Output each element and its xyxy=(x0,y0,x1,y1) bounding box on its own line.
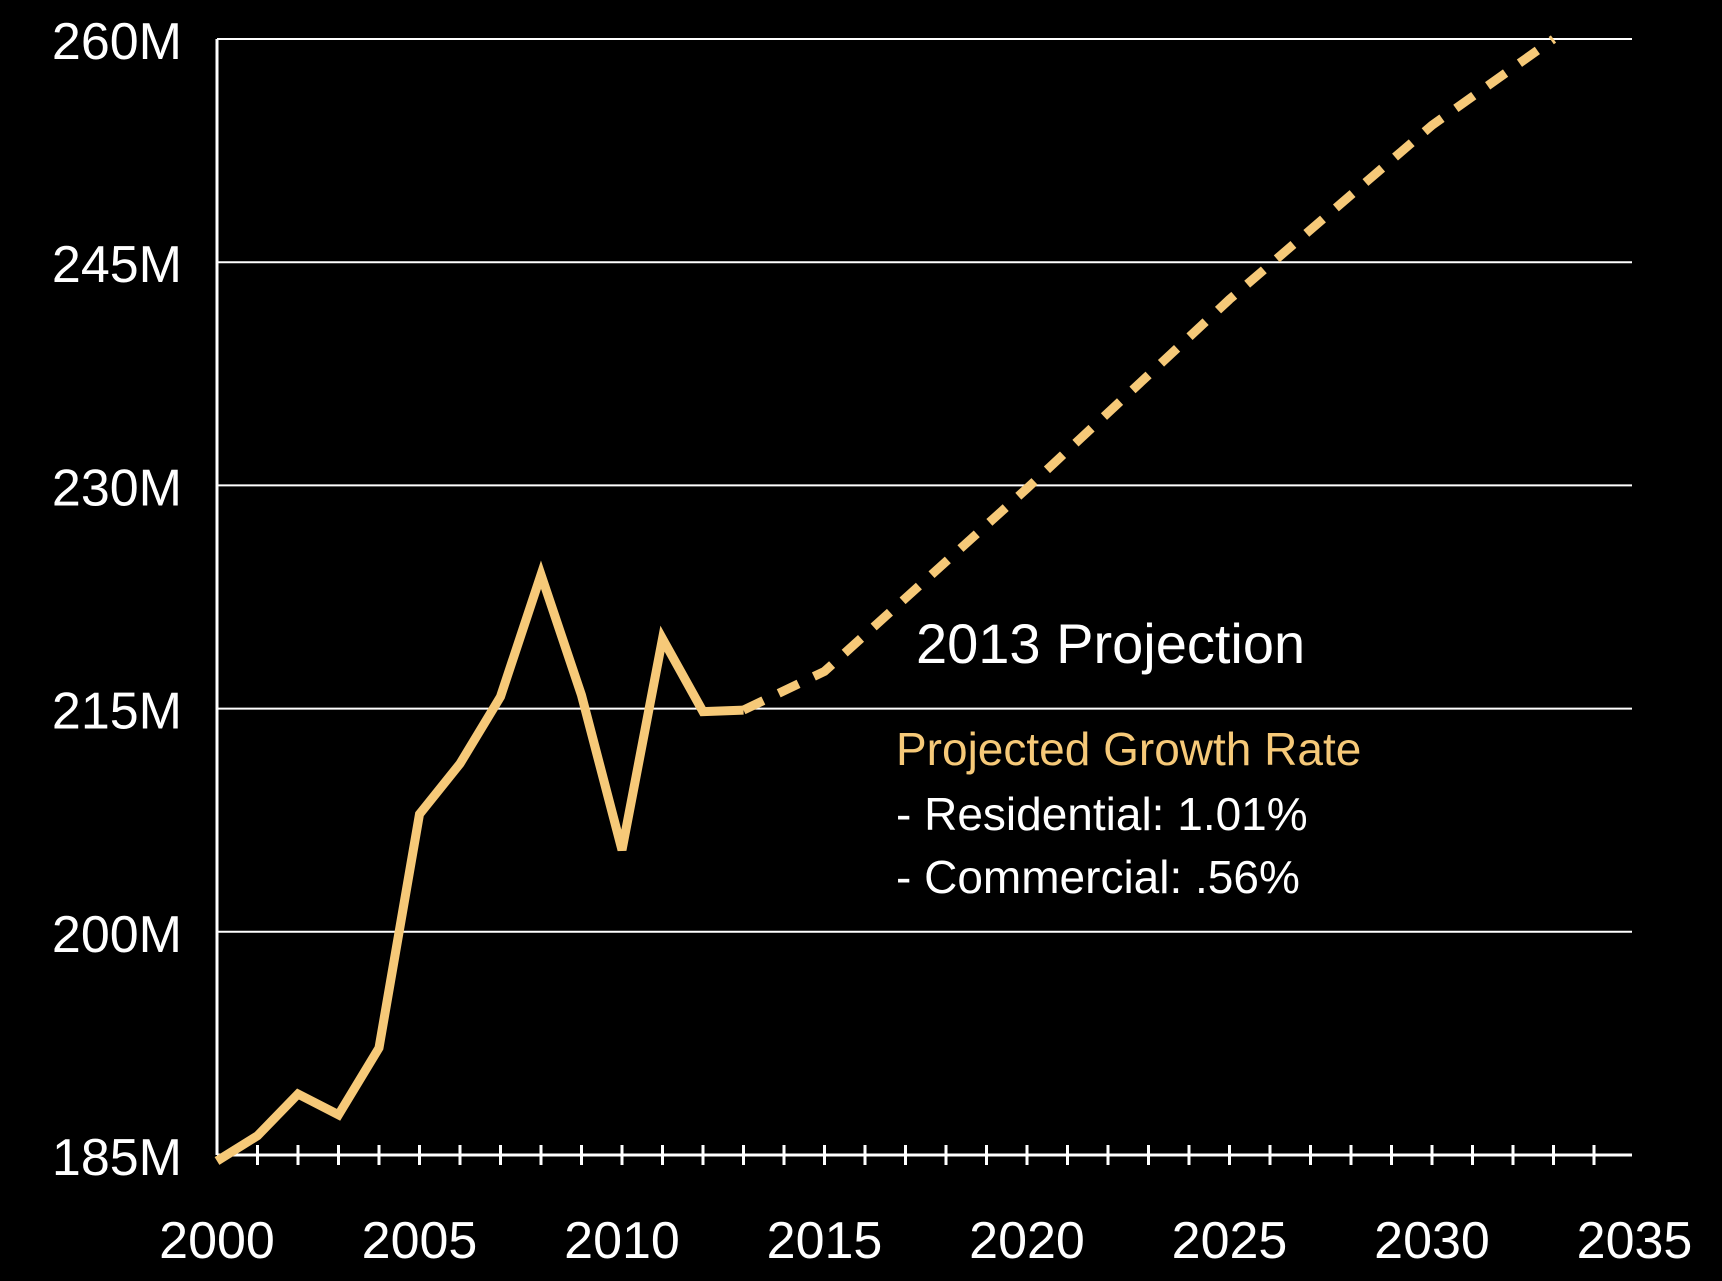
y-tick-label: 245M xyxy=(52,236,182,294)
y-tick-label: 230M xyxy=(52,459,182,517)
y-tick-label: 200M xyxy=(52,906,182,964)
x-tick-label: 2020 xyxy=(969,1212,1085,1270)
x-tick-label: 2015 xyxy=(767,1212,883,1270)
x-tick-label: 2035 xyxy=(1577,1212,1693,1270)
projection-line xyxy=(741,35,1557,715)
series-lines xyxy=(214,35,1557,1165)
x-tick-label: 2030 xyxy=(1374,1212,1490,1270)
annotation-title: 2013 Projection xyxy=(916,612,1305,675)
grid-lines xyxy=(217,38,1632,933)
actual-line xyxy=(214,560,744,1165)
annotation: 2013 Projection Projected Growth Rate - … xyxy=(896,612,1361,903)
x-tick-labels: 2000 2005 2010 2015 2020 2025 2030 2035 xyxy=(159,1212,1692,1270)
axes xyxy=(215,39,1632,1165)
y-tick-label: 215M xyxy=(52,683,182,741)
x-tick-label: 2010 xyxy=(564,1212,680,1270)
annotation-commercial: - Commercial: .56% xyxy=(896,851,1300,903)
x-tick-label: 2025 xyxy=(1172,1212,1288,1270)
annotation-heading: Projected Growth Rate xyxy=(896,723,1361,775)
y-tick-label: 260M xyxy=(52,13,182,71)
y-tick-label: 185M xyxy=(52,1129,182,1187)
x-tick-label: 2005 xyxy=(362,1212,478,1270)
y-tick-labels: 185M 200M 215M 230M 245M 260M xyxy=(52,13,182,1187)
annotation-residential: - Residential: 1.01% xyxy=(896,788,1308,840)
x-tick-label: 2000 xyxy=(159,1212,275,1270)
